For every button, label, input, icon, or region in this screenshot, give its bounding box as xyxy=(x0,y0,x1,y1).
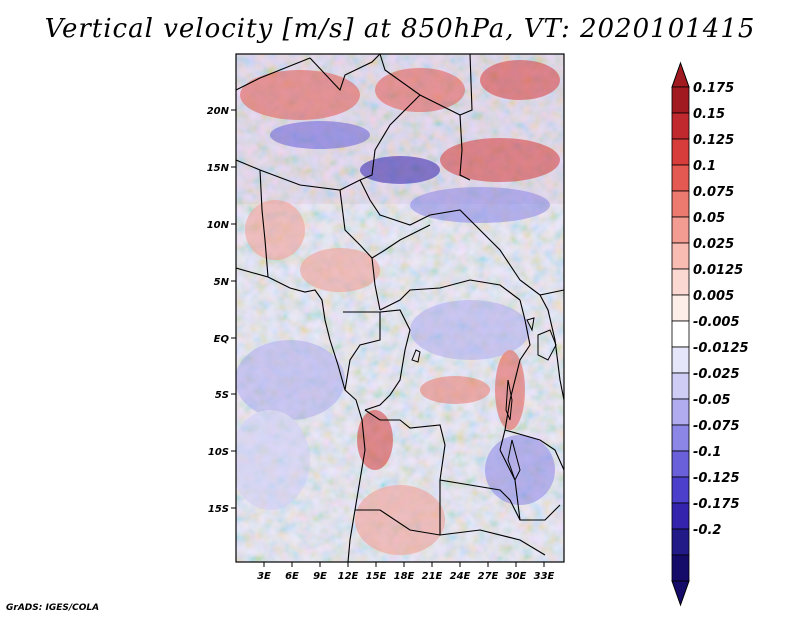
colorbar-swatch xyxy=(671,268,690,296)
colorbar-label: 0.005 xyxy=(693,289,734,304)
lon-label-33e: 33E xyxy=(534,571,555,582)
lat-label-5s: 5S xyxy=(215,390,229,401)
lakes xyxy=(411,317,557,482)
lon-label-24e: 24E xyxy=(450,571,471,582)
colorbar-swatch xyxy=(671,112,690,140)
colorbar-label: 0.0125 xyxy=(693,263,743,278)
colorbar-swatch xyxy=(671,398,690,426)
colorbar-swatch xyxy=(671,528,690,556)
lat-label-5n: 5N xyxy=(214,277,230,288)
colorbar-swatch xyxy=(671,554,690,582)
colorbar-swatch xyxy=(671,138,690,166)
colorbar-label: -0.2 xyxy=(693,523,721,538)
colorbar-swatch xyxy=(671,424,690,452)
colorbar-top-arrow xyxy=(671,61,690,88)
lon-label-15e: 15E xyxy=(366,571,387,582)
colorbar-swatch xyxy=(671,320,690,348)
colorbar-swatch xyxy=(671,502,690,530)
lat-label-eq: EQ xyxy=(214,334,230,345)
colorbar-label: 0.025 xyxy=(693,237,734,252)
colorbar-label: 0.05 xyxy=(693,211,725,226)
colorbar-swatch xyxy=(671,372,690,400)
colorbar-label: -0.005 xyxy=(693,315,740,330)
lat-label-15s: 15S xyxy=(208,504,229,515)
lon-label-6e: 6E xyxy=(285,571,299,582)
lon-axis: 3E 6E 9E 12E 15E 18E 21E 24E 27E 30E 33E xyxy=(257,562,555,582)
grads-credit: GrADS: IGES/COLA xyxy=(6,603,100,613)
velocity-field xyxy=(236,54,564,562)
colorbar-swatch xyxy=(671,294,690,322)
colorbar-label: -0.0125 xyxy=(693,341,749,356)
colorbar-swatch xyxy=(671,86,690,114)
colorbar-label: -0.075 xyxy=(693,419,740,434)
colorbar-swatch xyxy=(671,450,690,478)
colorbar-swatch xyxy=(671,346,690,374)
map-title: Vertical velocity [m/s] at 850hPa, VT: 2… xyxy=(44,14,756,44)
colorbar-swatch xyxy=(671,164,690,192)
colorbar-label: 0.1 xyxy=(693,159,716,174)
colorbar-swatch xyxy=(671,190,690,218)
colorbar-swatch xyxy=(671,476,690,504)
colorbar-label: -0.125 xyxy=(693,471,740,486)
colorbar-label: 0.175 xyxy=(693,81,734,96)
country-borders xyxy=(236,54,564,562)
lat-label-10n: 10N xyxy=(207,220,230,231)
colorbar-label: 0.125 xyxy=(693,133,734,148)
lat-label-20n: 20N xyxy=(207,106,230,117)
lon-label-12e: 12E xyxy=(338,571,359,582)
colorbar-label: -0.175 xyxy=(693,497,740,512)
lat-label-10s: 10S xyxy=(208,447,229,458)
colorbar-bottom-arrow xyxy=(671,580,690,607)
lat-label-15n: 15N xyxy=(207,163,230,174)
colorbar-label: -0.1 xyxy=(693,445,721,460)
lon-label-21e: 21E xyxy=(422,571,443,582)
lat-axis: 20N 15N 10N 5N EQ 5S 10S 15S xyxy=(207,106,236,515)
map-frame xyxy=(235,53,565,563)
lon-label-9e: 9E xyxy=(313,571,327,582)
colorbar-label: 0.15 xyxy=(693,107,725,122)
colorbar-label: -0.025 xyxy=(693,367,740,382)
lon-label-3e: 3E xyxy=(257,571,271,582)
lon-label-27e: 27E xyxy=(478,571,499,582)
colorbar-label: 0.075 xyxy=(693,185,734,200)
colorbar-swatch xyxy=(671,242,690,270)
colorbar-swatch xyxy=(671,216,690,244)
lon-label-18e: 18E xyxy=(394,571,415,582)
lon-label-30e: 30E xyxy=(506,571,527,582)
colorbar: 0.175 0.15 0.125 0.1 0.075 0.05 0.025 0.0125 0.0… xyxy=(671,61,749,607)
colorbar-label: -0.05 xyxy=(693,393,730,408)
